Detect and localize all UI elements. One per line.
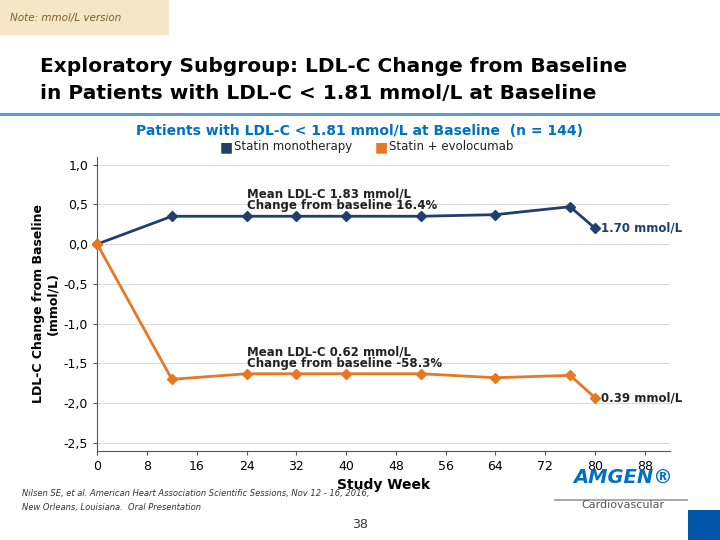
Text: Nilsen SE, et al. American Heart Association Scientific Sessions, Nov 12 - 16, 2: Nilsen SE, et al. American Heart Associa… — [22, 489, 369, 498]
Text: 38: 38 — [352, 518, 368, 531]
Text: Statin + evolocumab: Statin + evolocumab — [389, 140, 513, 153]
Text: AMGEN®: AMGEN® — [573, 468, 672, 487]
Text: Change from baseline 16.4%: Change from baseline 16.4% — [246, 199, 437, 212]
X-axis label: Study Week: Study Week — [337, 478, 430, 492]
Text: ■: ■ — [220, 140, 233, 154]
Text: Patients with LDL-C < 1.81 mmol/L at Baseline  (n = 144): Patients with LDL-C < 1.81 mmol/L at Bas… — [137, 124, 583, 138]
Text: Mean LDL-C 0.62 mmol/L: Mean LDL-C 0.62 mmol/L — [246, 346, 410, 359]
Text: ■: ■ — [375, 140, 388, 154]
Text: 0.39 mmol/L: 0.39 mmol/L — [601, 391, 683, 404]
Text: New Orleans, Louisiana.  Oral Presentation: New Orleans, Louisiana. Oral Presentatio… — [22, 503, 201, 512]
Y-axis label: LDL-C Change from Baseline
(mmol/L): LDL-C Change from Baseline (mmol/L) — [32, 204, 60, 403]
Text: Mean LDL-C 1.83 mmol/L: Mean LDL-C 1.83 mmol/L — [246, 188, 410, 201]
Text: Statin monotherapy: Statin monotherapy — [234, 140, 352, 153]
Text: Cardiovascular: Cardiovascular — [581, 500, 665, 510]
Text: Note: mmol/L version: Note: mmol/L version — [10, 12, 122, 23]
Text: in Patients with LDL-C < 1.81 mmol/L at Baseline: in Patients with LDL-C < 1.81 mmol/L at … — [40, 84, 596, 103]
Text: 1.70 mmol/L: 1.70 mmol/L — [601, 222, 683, 235]
Text: Exploratory Subgroup: LDL-C Change from Baseline: Exploratory Subgroup: LDL-C Change from … — [40, 57, 626, 76]
Text: Change from baseline -58.3%: Change from baseline -58.3% — [246, 357, 441, 370]
